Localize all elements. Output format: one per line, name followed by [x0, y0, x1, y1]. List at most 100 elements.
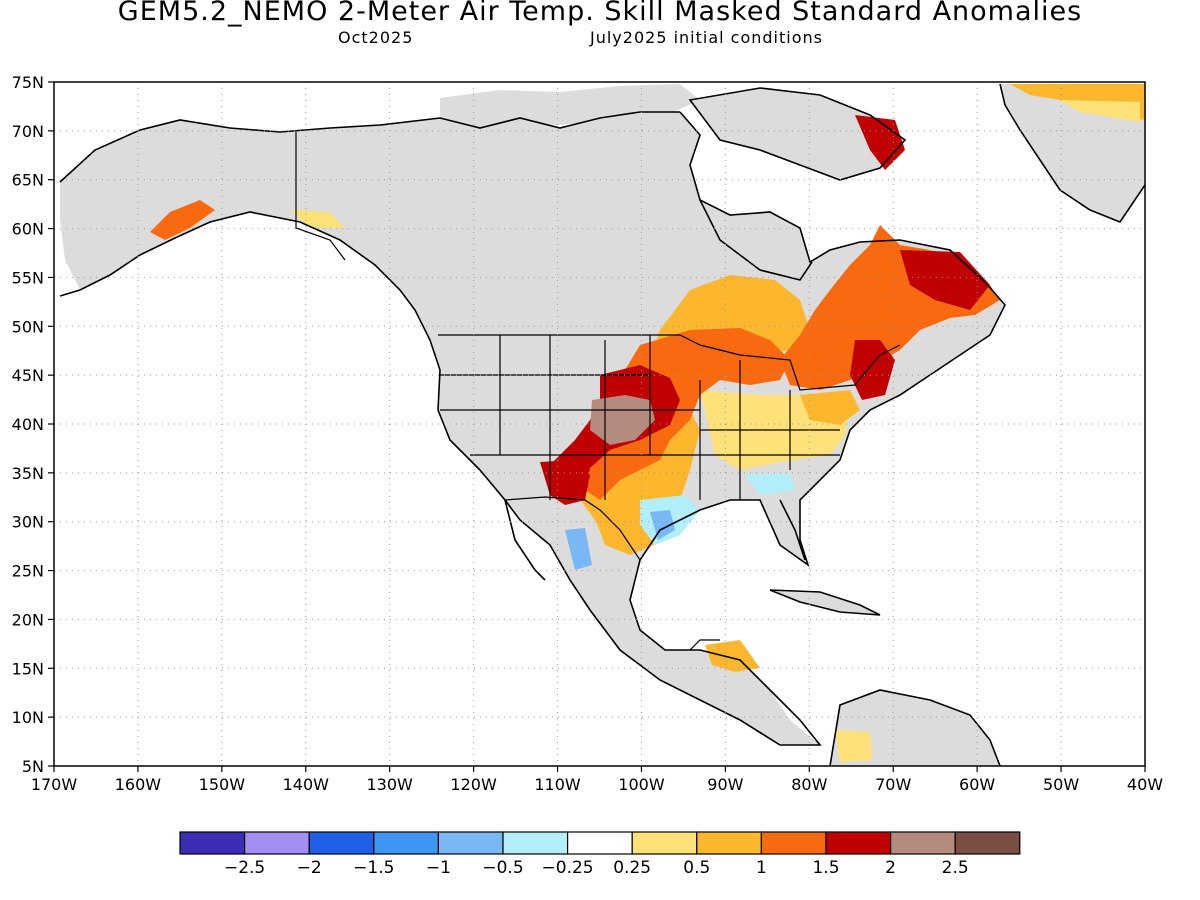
- colorbar-label: 2.5: [942, 858, 969, 878]
- colorbar-swatch: [179, 831, 246, 855]
- colorbar-labels: −2.5 −2 −1.5 −1 −0.5 −0.25 0.25 0.5 1 1.5 2 2.5: [224, 858, 969, 878]
- colorbar-swatch: [760, 831, 827, 855]
- graticule: [54, 82, 1145, 766]
- lat-label: 25N: [12, 562, 44, 581]
- colorbar-label: 0.25: [613, 858, 651, 878]
- lon-label: 100W: [618, 775, 665, 794]
- longitude-labels: 170W 160W 150W 140W 130W 120W 110W 100W 90W 80W 70…: [31, 775, 1163, 794]
- coast-baffin: [688, 87, 907, 181]
- lat-label: 70N: [12, 122, 44, 141]
- colorbar-swatch: [308, 831, 375, 855]
- anomaly-1.5-2-sw: [540, 460, 590, 505]
- lat-label: 45N: [12, 366, 44, 385]
- colorbar-label: −1.5: [353, 858, 394, 878]
- border-states-3: [649, 335, 791, 500]
- anomaly-fields: [150, 84, 1145, 762]
- coastlines: [59, 83, 1145, 766]
- anomaly-0.5-1-ne: [800, 390, 860, 425]
- lon-label: 60W: [959, 775, 995, 794]
- colorbar-swatch: [825, 831, 892, 855]
- colorbar-label: 1: [756, 858, 767, 878]
- lat-label: 55N: [12, 268, 44, 287]
- lon-label: 160W: [115, 775, 162, 794]
- anomaly-2-2.5: [590, 395, 655, 445]
- colorbar-label: −2.5: [224, 858, 265, 878]
- forecast-month: Oct2025: [338, 28, 414, 47]
- axis-ticks: [48, 81, 1146, 772]
- border-alaska-canada: [295, 132, 346, 261]
- lon-label: 120W: [450, 775, 497, 794]
- colorbar-swatch: [696, 831, 762, 855]
- lon-label: 150W: [199, 775, 246, 794]
- colorbar-swatch: [889, 831, 956, 855]
- mask-north-america: [60, 112, 1005, 745]
- border-states-2: [440, 409, 840, 456]
- colorbar-label: −1: [426, 858, 451, 878]
- colorbar-swatch: [631, 831, 698, 855]
- colorbar-swatch: [954, 831, 1021, 855]
- lat-label: 40N: [12, 415, 44, 434]
- lon-label: 140W: [283, 775, 330, 794]
- initial-conditions: July2025 initial conditions: [590, 28, 823, 47]
- colorbar: [179, 831, 1021, 855]
- map-area: [54, 82, 1145, 766]
- colorbar-swatch: [373, 831, 439, 855]
- coast-hudson-bay: [699, 199, 813, 281]
- lon-label: 170W: [31, 775, 78, 794]
- anomaly-greenland-yellow: [1060, 100, 1140, 122]
- mask-baffin: [690, 88, 905, 180]
- mask-cuba: [770, 590, 880, 615]
- anomaly-neg-0.5-texas: [650, 510, 675, 540]
- anomaly-yukon: [290, 210, 345, 228]
- lon-label: 70W: [875, 775, 911, 794]
- anomaly-central-america: [705, 640, 760, 672]
- lon-label: 80W: [791, 775, 827, 794]
- lat-label: 15N: [12, 659, 44, 678]
- lat-label: 75N: [12, 73, 44, 92]
- lat-label: 20N: [12, 610, 44, 629]
- lat-label: 5N: [22, 757, 44, 776]
- lon-label: 110W: [534, 775, 581, 794]
- mask-greenland: [1000, 84, 1145, 222]
- coast-baja: [504, 499, 546, 581]
- mask-south-america: [830, 690, 1000, 766]
- political-borders: [295, 132, 901, 651]
- colorbar-label: −2: [297, 858, 322, 878]
- lat-label: 10N: [12, 708, 44, 727]
- colorbar-label: −0.25: [542, 858, 594, 878]
- lon-label: 130W: [367, 775, 414, 794]
- lon-label: 90W: [707, 775, 743, 794]
- chart-title: GEM5.2_NEMO 2-Meter Air Temp. Skill Mask…: [117, 0, 1083, 27]
- colorbar-label: −0.5: [482, 858, 523, 878]
- border-mexico-guatemala: [689, 639, 720, 651]
- colorbar-swatch: [244, 831, 310, 855]
- coast-north-america: [59, 111, 1006, 746]
- border-us-mexico: [504, 496, 641, 561]
- border-us-canada: [438, 334, 901, 391]
- lon-label: 50W: [1043, 775, 1079, 794]
- coast-cuba: [769, 589, 881, 616]
- lat-label: 60N: [12, 220, 44, 239]
- colorbar-label: 1.5: [812, 858, 839, 878]
- coast-florida: [779, 499, 806, 561]
- anomaly-1.5-2-newengland: [850, 340, 895, 400]
- skill-mask: [60, 84, 1145, 766]
- lat-label: 35N: [12, 464, 44, 483]
- lon-label: 40W: [1127, 775, 1163, 794]
- anomaly-neg-0.5-mexico: [565, 528, 592, 570]
- mask-arctic-islands: [440, 84, 700, 130]
- coast-arctic: [59, 111, 680, 183]
- anomaly-neg-0.25-southeast: [745, 473, 795, 495]
- lat-label: 65N: [12, 171, 44, 190]
- colorbar-label: 0.5: [683, 858, 710, 878]
- coast-south-america: [829, 689, 1001, 766]
- colorbar-swatch: [566, 831, 633, 855]
- coast-greenland: [999, 83, 1145, 223]
- anomaly-1-1.5-alaska: [150, 200, 215, 240]
- colorbar-swatch: [437, 831, 504, 855]
- lat-label: 30N: [12, 513, 44, 532]
- border-states-1: [499, 335, 606, 500]
- colorbar-swatch: [502, 831, 569, 855]
- anomaly-1.5-2-baffin: [855, 115, 905, 170]
